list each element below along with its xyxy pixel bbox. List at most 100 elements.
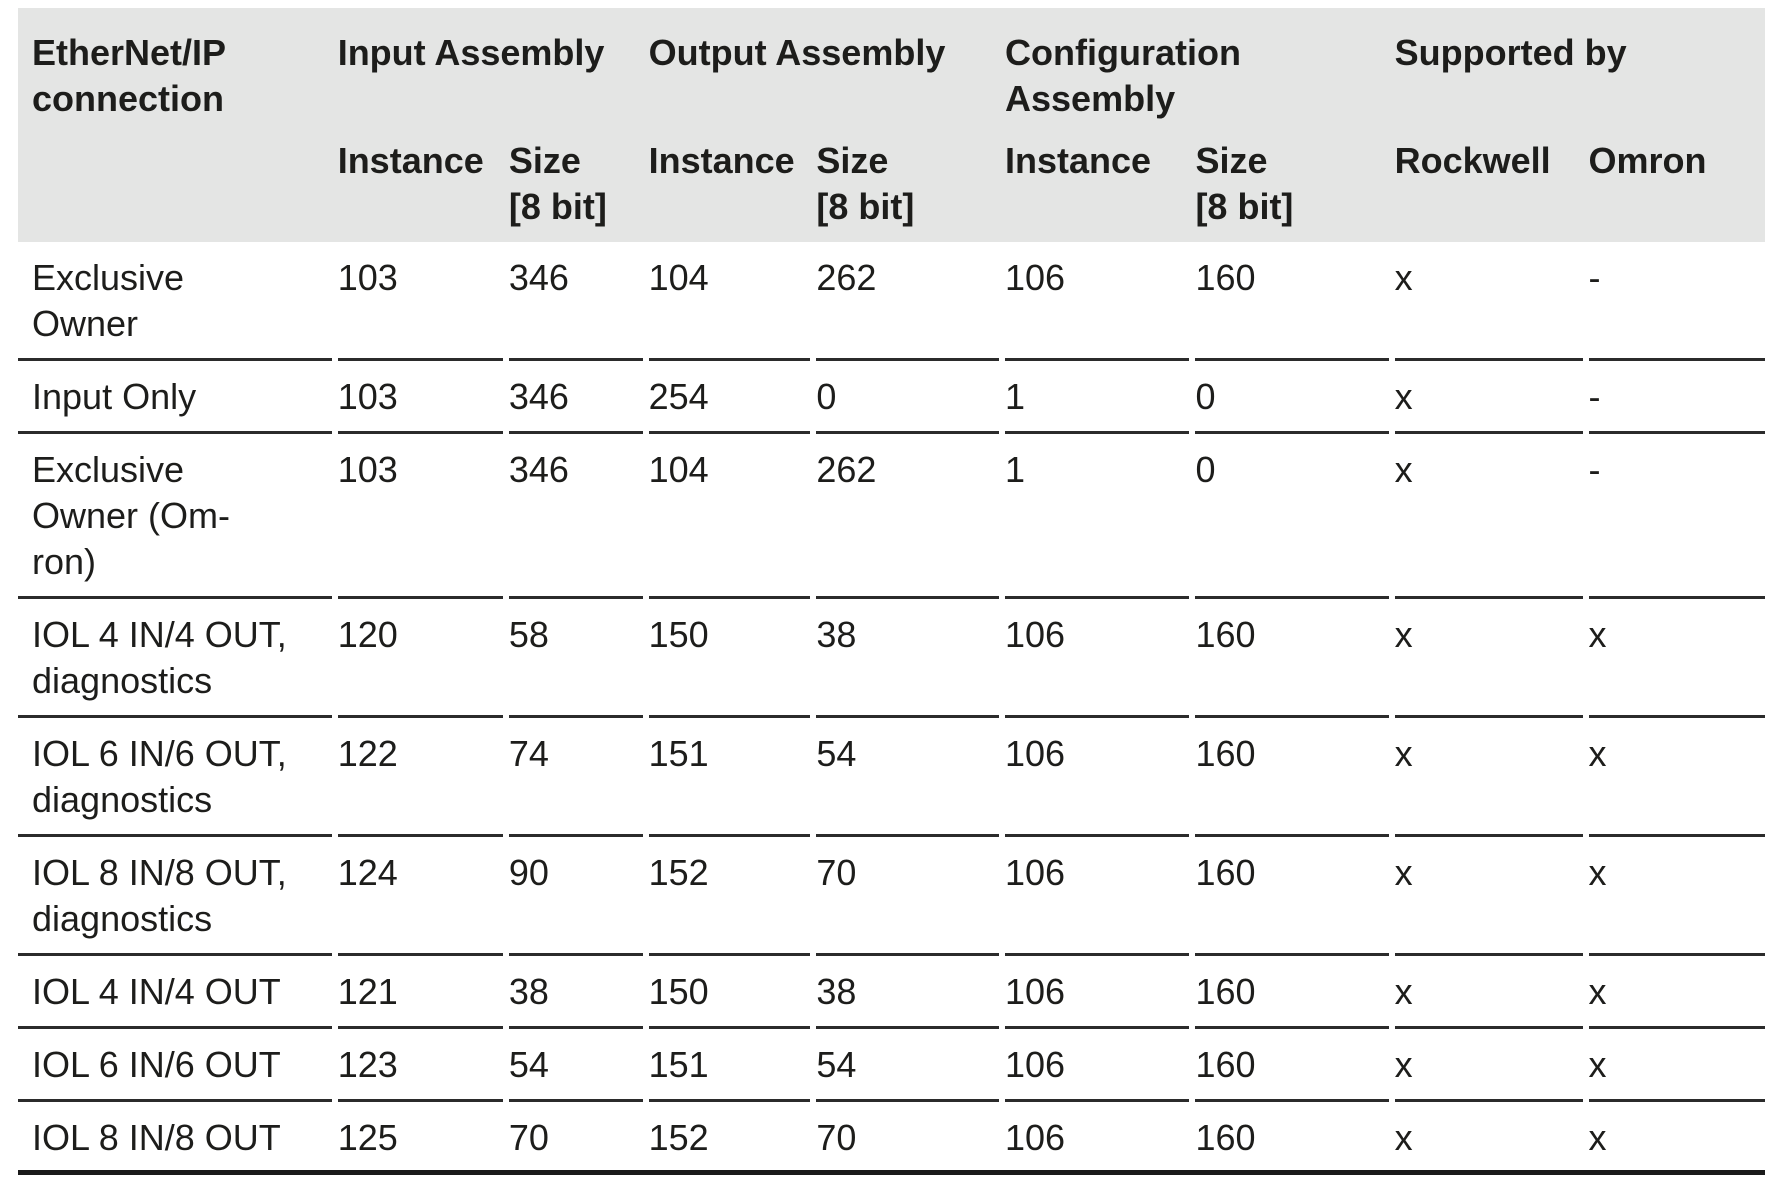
cell-output-instance: 104 <box>648 434 817 599</box>
cell-input-instance: 124 <box>337 837 509 956</box>
cell-input-size: 346 <box>508 361 649 434</box>
cell-config-instance: 1 <box>1005 361 1196 434</box>
table-row-input-only: Input Only 103 346 254 0 1 0 x - <box>18 361 1765 434</box>
header-cell-connection: EtherNet/IP connection <box>18 8 338 242</box>
cell-rockwell: x <box>1394 434 1589 599</box>
cell-input-instance: 103 <box>337 242 509 361</box>
header-group-input-assembly: Input Assembly <box>337 8 649 122</box>
table-row-iol6: IOL 6 IN/6 OUT 123 54 151 54 106 160 x x <box>18 1029 1765 1102</box>
cell-omron: - <box>1588 242 1765 361</box>
cell-connection: IOL 6 IN/6 OUT, diagnostics <box>18 718 338 837</box>
cell-omron: x <box>1588 837 1765 956</box>
cell-input-instance: 123 <box>337 1029 509 1102</box>
cell-input-size: 38 <box>508 956 649 1029</box>
cell-omron: x <box>1588 1029 1765 1102</box>
cell-config-instance: 106 <box>1005 718 1196 837</box>
cell-output-instance: 151 <box>648 718 817 837</box>
header-cell-rockwell: Rockwell <box>1394 122 1589 242</box>
header-cell-config-instance: Instance <box>1005 122 1196 242</box>
cell-connection: IOL 6 IN/6 OUT <box>18 1029 338 1102</box>
cell-output-instance: 150 <box>648 956 817 1029</box>
cell-input-instance: 122 <box>337 718 509 837</box>
cell-output-instance: 152 <box>648 1102 817 1175</box>
cell-input-size: 58 <box>508 599 649 718</box>
header-cell-config-size: Size [8 bit] <box>1195 122 1395 242</box>
cell-output-instance: 150 <box>648 599 817 718</box>
header-cell-omron: Omron <box>1588 122 1765 242</box>
cell-omron: x <box>1588 1102 1765 1175</box>
cell-connection: IOL 8 IN/8 OUT, diagnostics <box>18 837 338 956</box>
header-cell-input-instance: Instance <box>337 122 509 242</box>
cell-config-instance: 106 <box>1005 837 1196 956</box>
cell-rockwell: x <box>1394 1102 1589 1175</box>
ethernet-ip-assembly-table: EtherNet/IP connection Input Assembly Ou… <box>18 8 1765 1175</box>
cell-input-instance: 103 <box>337 434 509 599</box>
cell-config-size: 160 <box>1195 599 1395 718</box>
cell-input-size: 346 <box>508 434 649 599</box>
cell-input-size: 54 <box>508 1029 649 1102</box>
cell-output-instance: 104 <box>648 242 817 361</box>
table-row-iol6-diagnostics: IOL 6 IN/6 OUT, diagnostics 122 74 151 5… <box>18 718 1765 837</box>
cell-input-size: 74 <box>508 718 649 837</box>
assembly-table-container: EtherNet/IP connection Input Assembly Ou… <box>18 8 1765 1175</box>
header-group-row: EtherNet/IP connection Input Assembly Ou… <box>18 8 1765 242</box>
cell-output-size: 70 <box>816 1102 1006 1175</box>
cell-config-instance: 106 <box>1005 956 1196 1029</box>
cell-config-instance: 106 <box>1005 1102 1196 1175</box>
cell-config-instance: 106 <box>1005 599 1196 718</box>
cell-rockwell: x <box>1394 242 1589 361</box>
cell-rockwell: x <box>1394 956 1589 1029</box>
cell-config-size: 160 <box>1195 718 1395 837</box>
header-sub-row: Instance Size [8 bit] Instance Size [8 b… <box>18 122 1765 242</box>
cell-omron: - <box>1588 434 1765 599</box>
cell-connection: IOL 8 IN/8 OUT <box>18 1102 338 1175</box>
table-row-iol8-diagnostics: IOL 8 IN/8 OUT, diagnostics 124 90 152 7… <box>18 837 1765 956</box>
cell-output-size: 54 <box>816 718 1006 837</box>
cell-output-size: 262 <box>816 434 1006 599</box>
table-row-iol4-diagnostics: IOL 4 IN/4 OUT, diagnostics 120 58 150 3… <box>18 599 1765 718</box>
table-row-exclusive-owner-omron: Exclusive Owner (Om- ron) 103 346 104 26… <box>18 434 1765 599</box>
cell-output-instance: 151 <box>648 1029 817 1102</box>
cell-omron: - <box>1588 361 1765 434</box>
cell-config-size: 160 <box>1195 1102 1395 1175</box>
header-group-configuration-assembly: Configuration Assembly <box>1005 8 1395 122</box>
cell-output-size: 38 <box>816 956 1006 1029</box>
cell-config-size: 0 <box>1195 361 1395 434</box>
cell-config-size: 0 <box>1195 434 1395 599</box>
cell-rockwell: x <box>1394 599 1589 718</box>
cell-input-instance: 120 <box>337 599 509 718</box>
header-cell-input-size: Size [8 bit] <box>508 122 649 242</box>
cell-config-instance: 106 <box>1005 242 1196 361</box>
cell-omron: x <box>1588 599 1765 718</box>
cell-rockwell: x <box>1394 718 1589 837</box>
table-row-exclusive-owner: Exclusive Owner 103 346 104 262 106 160 … <box>18 242 1765 361</box>
cell-config-size: 160 <box>1195 1029 1395 1102</box>
cell-rockwell: x <box>1394 361 1589 434</box>
cell-rockwell: x <box>1394 1029 1589 1102</box>
cell-output-size: 54 <box>816 1029 1006 1102</box>
table-header: EtherNet/IP connection Input Assembly Ou… <box>18 8 1765 242</box>
cell-connection: Exclusive Owner (Om- ron) <box>18 434 338 599</box>
cell-output-size: 0 <box>816 361 1006 434</box>
header-cell-output-size: Size [8 bit] <box>816 122 1006 242</box>
cell-connection: Exclusive Owner <box>18 242 338 361</box>
cell-config-instance: 1 <box>1005 434 1196 599</box>
header-group-supported-by: Supported by <box>1394 8 1765 122</box>
table-row-iol4: IOL 4 IN/4 OUT 121 38 150 38 106 160 x x <box>18 956 1765 1029</box>
table-body: Exclusive Owner 103 346 104 262 106 160 … <box>18 242 1765 1175</box>
cell-input-instance: 103 <box>337 361 509 434</box>
cell-output-instance: 152 <box>648 837 817 956</box>
cell-config-size: 160 <box>1195 837 1395 956</box>
cell-connection: IOL 4 IN/4 OUT <box>18 956 338 1029</box>
cell-config-size: 160 <box>1195 956 1395 1029</box>
cell-input-size: 346 <box>508 242 649 361</box>
cell-output-size: 70 <box>816 837 1006 956</box>
cell-input-size: 70 <box>508 1102 649 1175</box>
cell-connection: Input Only <box>18 361 338 434</box>
cell-output-size: 262 <box>816 242 1006 361</box>
cell-omron: x <box>1588 956 1765 1029</box>
cell-config-size: 160 <box>1195 242 1395 361</box>
table-row-iol8: IOL 8 IN/8 OUT 125 70 152 70 106 160 x x <box>18 1102 1765 1175</box>
header-cell-output-instance: Instance <box>648 122 817 242</box>
